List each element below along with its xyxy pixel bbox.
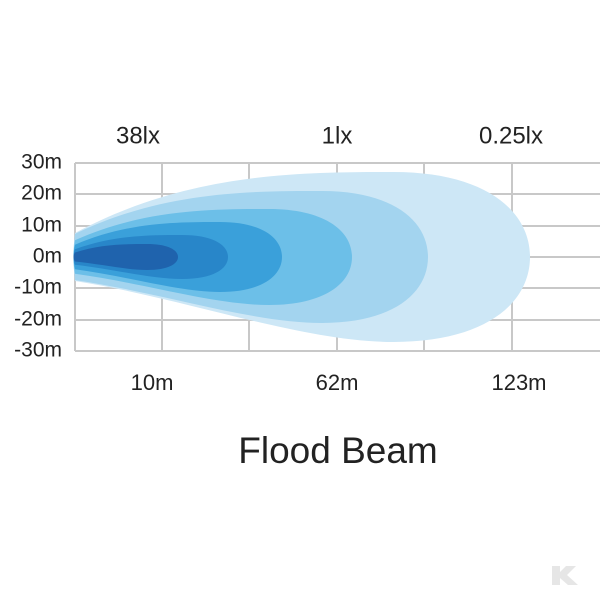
y-label: 20m: [21, 182, 62, 205]
distance-label: 62m: [316, 370, 359, 395]
y-label: -30m: [14, 339, 62, 362]
lux-label: 38lx: [116, 122, 160, 149]
beam-shapes: [73, 172, 530, 342]
beam-zone: [73, 244, 178, 270]
y-label: -10m: [14, 276, 62, 299]
y-label: 10m: [21, 214, 62, 237]
logo: [552, 566, 578, 585]
distance-label: 10m: [131, 370, 174, 395]
y-label: 0m: [33, 245, 62, 268]
y-label: -20m: [14, 308, 62, 331]
distance-label: 123m: [491, 370, 546, 395]
lux-label: 0.25lx: [479, 122, 543, 149]
y-label: 30m: [21, 151, 62, 174]
lux-label: 1lx: [322, 122, 353, 149]
title: Flood Beam: [238, 430, 438, 471]
